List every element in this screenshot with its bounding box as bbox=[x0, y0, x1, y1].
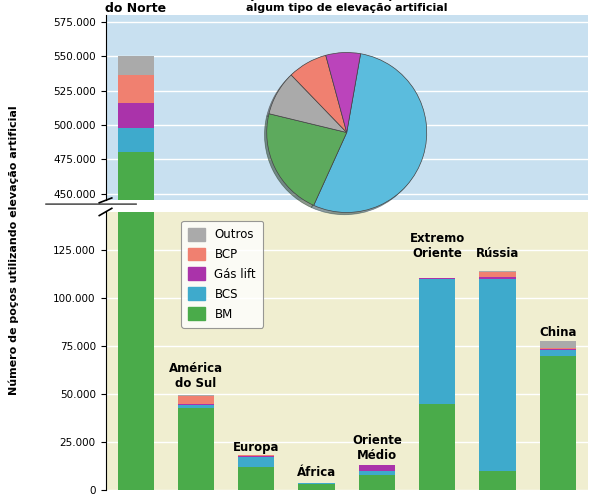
Title: Poços diferentes de BM que utilizam
algum tipo de elevação artificial: Poços diferentes de BM que utilizam algu… bbox=[233, 0, 461, 13]
Wedge shape bbox=[326, 52, 361, 132]
Text: Oriente
Médio: Oriente Médio bbox=[352, 434, 402, 462]
Bar bbox=[359, 465, 395, 471]
Bar bbox=[178, 396, 214, 404]
Bar bbox=[540, 349, 576, 350]
Wedge shape bbox=[267, 114, 347, 206]
Bar bbox=[540, 348, 576, 349]
Text: China: China bbox=[539, 326, 576, 338]
Text: América
do Norte: América do Norte bbox=[105, 0, 166, 15]
Bar bbox=[359, 471, 395, 474]
Bar bbox=[118, 56, 154, 76]
Bar bbox=[118, 128, 154, 152]
Bar bbox=[540, 350, 576, 356]
Bar bbox=[479, 279, 516, 471]
Bar bbox=[238, 458, 274, 467]
Bar bbox=[419, 279, 455, 404]
Text: África: África bbox=[297, 466, 336, 479]
Bar bbox=[298, 484, 335, 490]
Text: América
do Sul: América do Sul bbox=[169, 362, 223, 390]
Bar bbox=[540, 356, 576, 490]
Bar bbox=[118, 0, 154, 490]
Bar bbox=[238, 454, 274, 456]
Bar bbox=[419, 404, 455, 490]
Bar bbox=[238, 456, 274, 458]
Wedge shape bbox=[291, 56, 347, 132]
Wedge shape bbox=[269, 75, 347, 132]
Text: Número de poços utilizando elevação artificial: Número de poços utilizando elevação arti… bbox=[8, 105, 19, 395]
Bar bbox=[540, 342, 576, 348]
Bar bbox=[419, 278, 455, 279]
Bar bbox=[118, 103, 154, 128]
Bar bbox=[479, 471, 516, 490]
Bar bbox=[479, 277, 516, 279]
Bar bbox=[178, 404, 214, 407]
Bar bbox=[118, 76, 154, 103]
Text: Europa: Europa bbox=[233, 440, 280, 454]
Bar bbox=[359, 474, 395, 490]
Bar bbox=[178, 395, 214, 396]
Text: Extremo
Oriente: Extremo Oriente bbox=[409, 232, 465, 260]
Legend: Outros, BCP, Gás lift, BCS, BM: Outros, BCP, Gás lift, BCS, BM bbox=[182, 220, 263, 328]
Wedge shape bbox=[314, 54, 427, 212]
Bar bbox=[238, 467, 274, 490]
Bar bbox=[479, 272, 516, 277]
Bar bbox=[118, 152, 154, 500]
Bar bbox=[178, 408, 214, 490]
Text: Rússia: Rússia bbox=[476, 247, 519, 260]
